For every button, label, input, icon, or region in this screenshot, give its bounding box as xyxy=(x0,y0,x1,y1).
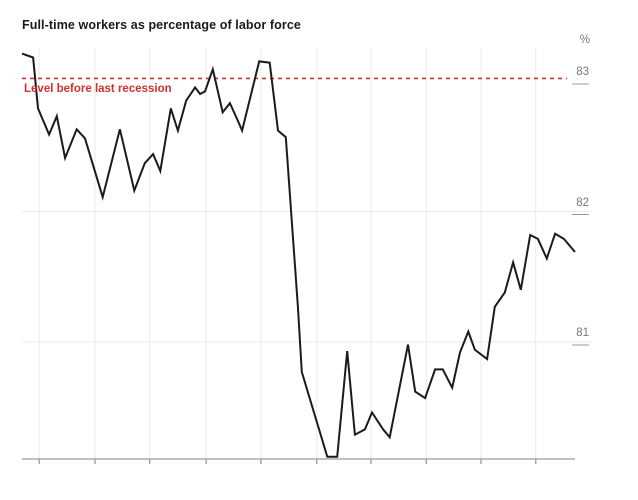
y-axis-tick-label: 83 xyxy=(576,66,589,78)
reference-line-label: Level before last recession xyxy=(24,83,172,95)
y-axis-tick-label: 81 xyxy=(576,327,589,339)
data-line-series xyxy=(21,52,576,458)
chart-title: Full-time workers as percentage of labor… xyxy=(22,18,301,32)
y-axis-tick-label: 82 xyxy=(576,196,589,209)
y-axis-unit-label: % xyxy=(579,34,590,46)
